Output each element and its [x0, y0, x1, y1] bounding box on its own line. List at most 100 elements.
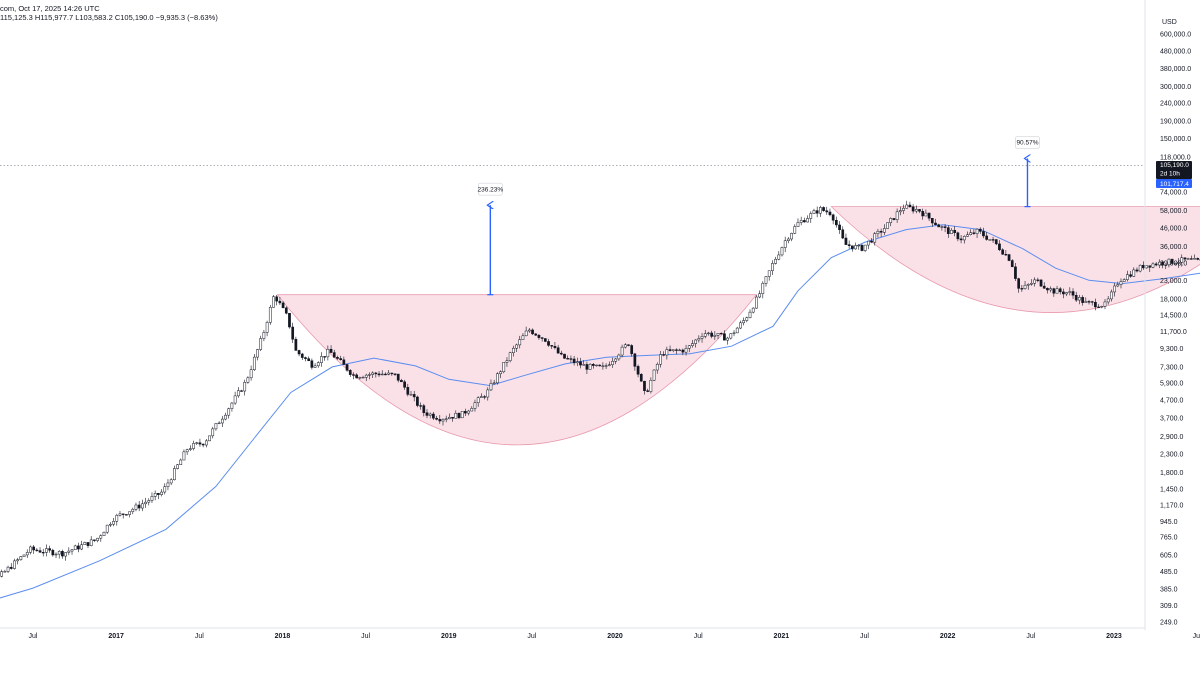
candle-body: [1020, 288, 1024, 290]
candle-body: [470, 408, 474, 412]
candle-body: [61, 551, 64, 557]
candle-body: [432, 413, 435, 419]
growth-label-2: 90.57%: [1016, 140, 1038, 147]
candle-body: [761, 283, 765, 294]
candle-body: [400, 380, 403, 383]
candle-body: [854, 245, 857, 250]
candle-body: [176, 464, 179, 469]
candle-body: [473, 402, 477, 409]
candle-body: [1081, 297, 1084, 303]
candle-body: [422, 405, 426, 413]
candle-body: [419, 405, 422, 407]
candle-body: [723, 333, 726, 341]
candle-body: [1103, 301, 1107, 307]
candle-body: [719, 333, 723, 335]
last-price-badge: [1156, 160, 1192, 179]
candle-body: [64, 552, 67, 557]
candle-body: [882, 228, 886, 233]
candle-body: [1138, 264, 1142, 272]
candle-body: [847, 244, 851, 246]
price-axis-unit: USD: [1162, 19, 1177, 26]
candle-body: [109, 523, 112, 526]
candle-body: [358, 377, 362, 379]
candle-body: [169, 479, 173, 484]
candle-body: [1161, 261, 1164, 266]
candle-body: [1158, 261, 1161, 266]
candle-body: [121, 513, 125, 515]
candle-body: [166, 482, 170, 487]
candle-body: [726, 337, 729, 341]
candle-body: [671, 349, 675, 351]
candle-body: [873, 233, 877, 243]
candle-body: [352, 374, 355, 376]
moving-average-line: [0, 224, 1200, 599]
candle-body: [595, 364, 598, 367]
candle-body: [898, 210, 902, 213]
candle-body: [569, 358, 573, 360]
growth-label-1: 236.23%: [477, 186, 503, 193]
candle-body: [518, 339, 522, 346]
candle-body: [572, 358, 576, 364]
candle-body: [1055, 288, 1059, 294]
candle-body: [220, 418, 224, 424]
candle-body: [767, 270, 771, 277]
candle-body: [13, 560, 16, 569]
candle-body: [374, 372, 378, 375]
candle-body: [480, 396, 483, 398]
price-tick-label: 118,000.0: [1160, 154, 1191, 161]
candle-body: [515, 344, 518, 349]
candle-body: [227, 408, 231, 416]
candle-body: [559, 352, 563, 355]
candle-body: [793, 226, 797, 234]
candle-body: [675, 349, 678, 351]
candle-body: [483, 396, 486, 398]
candle-body: [364, 374, 368, 378]
candle-body: [208, 435, 211, 442]
candle-body: [281, 302, 285, 309]
candle-body: [850, 245, 854, 250]
candle-body: [278, 300, 282, 304]
price-tick-label: 485.0: [1160, 569, 1178, 576]
candle-body: [543, 338, 547, 342]
candle-body: [950, 229, 953, 234]
candle-body: [953, 229, 957, 234]
time-tick-label: 2021: [774, 633, 790, 640]
candle-body: [150, 496, 154, 501]
candle-body: [70, 549, 74, 552]
candle-body: [553, 345, 557, 348]
candle-body: [918, 209, 921, 212]
candle-body: [1004, 253, 1008, 256]
candle-body: [643, 380, 646, 391]
price-tick-label: 7,300.0: [1160, 364, 1183, 371]
candle-body: [751, 307, 755, 313]
candle-body: [771, 263, 774, 271]
price-tick-label: 29,000.0: [1160, 260, 1187, 267]
candle-body: [323, 356, 327, 358]
candle-body: [1001, 249, 1005, 255]
time-tick-label: 2022: [940, 633, 956, 640]
candle-body: [902, 207, 905, 211]
candle-body: [368, 374, 371, 376]
candle-body: [870, 240, 873, 243]
candle-body: [326, 348, 330, 358]
candle-body: [1090, 301, 1094, 303]
candle-body: [975, 228, 979, 234]
candle-body: [575, 361, 579, 364]
candle-body: [748, 311, 752, 318]
candle-body: [857, 244, 861, 247]
candle-body: [655, 363, 659, 371]
candle-body: [182, 451, 186, 461]
candle-body: [962, 236, 966, 241]
price-tick-label: 945.0: [1160, 519, 1178, 526]
candle-body: [614, 358, 618, 362]
candle-body: [153, 493, 157, 497]
candle-body: [1017, 278, 1020, 289]
candle-body: [1129, 274, 1132, 277]
candle-body: [185, 449, 189, 453]
candle-body: [246, 377, 250, 383]
candle-body: [25, 552, 29, 556]
candle-body: [1068, 291, 1072, 293]
candle-body: [96, 537, 99, 541]
candle-body: [703, 333, 707, 337]
